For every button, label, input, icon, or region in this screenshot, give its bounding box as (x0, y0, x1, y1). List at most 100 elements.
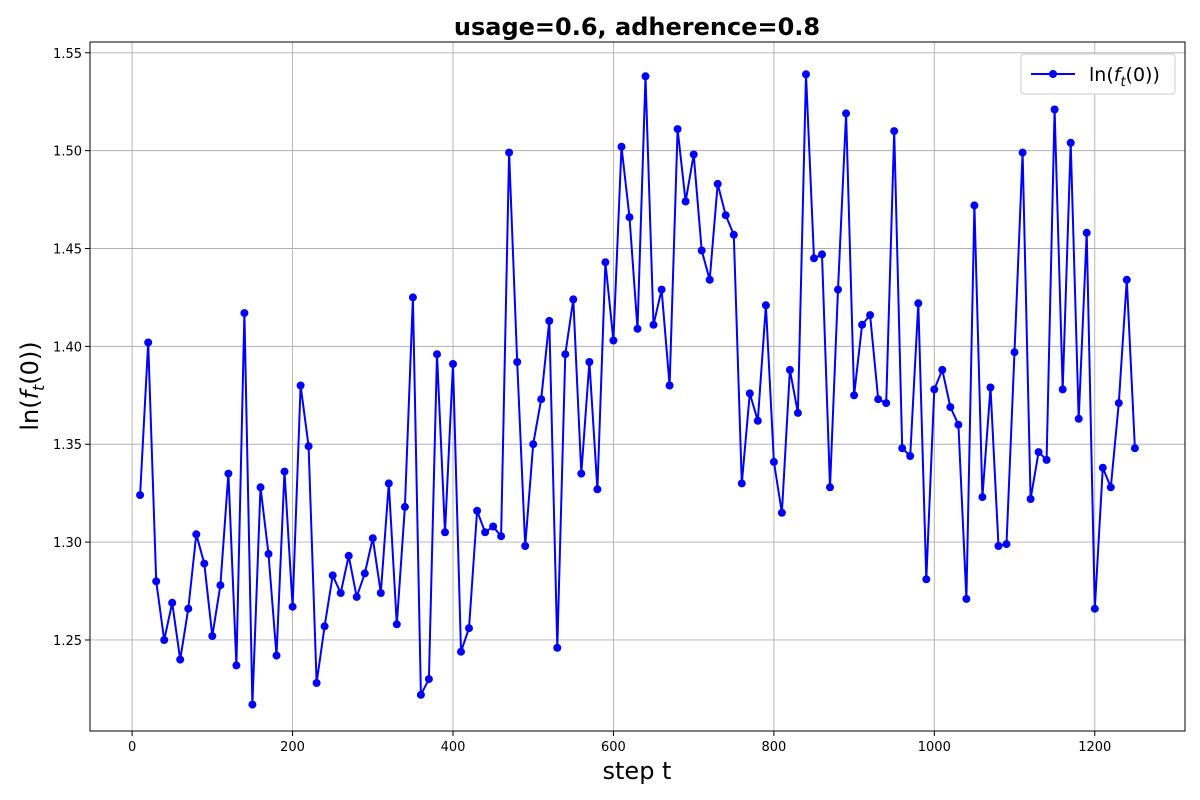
data-point (689, 150, 698, 159)
data-point (930, 385, 939, 394)
x-tick-label: 1000 (918, 740, 951, 755)
data-point (224, 469, 233, 478)
data-point (665, 381, 674, 390)
data-point (264, 549, 273, 558)
data-point (649, 320, 658, 329)
data-point (256, 483, 265, 492)
data-point (473, 506, 482, 515)
data-point (168, 598, 177, 607)
data-point (954, 420, 963, 429)
data-point (810, 254, 818, 263)
data-point (906, 452, 915, 460)
data-point (296, 381, 305, 390)
data-point (561, 350, 570, 359)
data-point (994, 542, 1003, 550)
data-point (400, 502, 409, 511)
data-point (1002, 540, 1011, 549)
data-point (457, 647, 465, 656)
data-point (537, 395, 546, 404)
data-point (553, 643, 562, 652)
data-point (344, 551, 353, 560)
data-point (1082, 228, 1091, 237)
data-point (1034, 448, 1043, 457)
x-tick-label: 200 (280, 740, 305, 755)
data-point (465, 624, 473, 633)
data-point (1090, 604, 1099, 613)
legend-marker-swatch (1049, 70, 1057, 78)
data-point (593, 485, 602, 494)
data-point (705, 275, 714, 284)
y-tick-label: 1.25 (53, 634, 82, 649)
data-point (1098, 463, 1107, 472)
data-point (336, 589, 345, 597)
data-point (601, 258, 610, 267)
plot-area-frame (89, 41, 1186, 732)
data-point (433, 350, 441, 359)
data-point (633, 324, 642, 333)
data-point (697, 246, 706, 255)
data-point (922, 575, 931, 584)
data-point (368, 534, 377, 543)
data-point (192, 530, 201, 539)
data-point (753, 416, 762, 425)
data-point (914, 299, 923, 308)
data-point (288, 602, 297, 611)
data-point (521, 542, 530, 550)
data-point (1050, 105, 1059, 114)
data-point (721, 211, 730, 220)
data-point (384, 479, 393, 488)
data-point (449, 360, 457, 368)
data-point (826, 483, 834, 492)
data-point (834, 285, 842, 294)
data-point (617, 142, 626, 151)
data-point (216, 581, 225, 590)
x-tick-label: 600 (601, 740, 626, 755)
data-point (545, 316, 554, 325)
data-point (625, 213, 634, 222)
data-point (1058, 385, 1067, 394)
series-layer (136, 70, 1139, 709)
data-point (529, 440, 538, 449)
data-point (1026, 495, 1035, 503)
y-tick-label: 1.35 (53, 438, 82, 453)
x-axis-label: step t (603, 757, 672, 785)
data-point (352, 592, 361, 601)
y-tick-label: 1.50 (53, 145, 82, 160)
data-point (585, 358, 594, 366)
data-point (272, 651, 281, 660)
data-point (769, 457, 778, 466)
data-point (144, 338, 153, 347)
axis-ticks: 0 200 400 600 800 1000 1200 1.25 1.30 1.35 1.40 1.4… (53, 47, 1111, 755)
data-point (657, 285, 666, 294)
data-point (424, 675, 433, 684)
data-point (569, 295, 578, 304)
data-point (489, 522, 498, 531)
data-point (713, 179, 722, 188)
data-point (946, 403, 955, 412)
data-point (441, 528, 449, 537)
data-point (986, 383, 995, 392)
data-point (280, 467, 289, 476)
data-point (858, 320, 867, 329)
data-point (866, 311, 875, 320)
legend-box (1020, 53, 1176, 95)
data-point (481, 528, 490, 537)
data-point (1018, 148, 1027, 157)
data-point (737, 479, 746, 488)
data-point (882, 399, 891, 408)
data-point (416, 690, 425, 699)
data-point (1010, 348, 1019, 357)
data-point (513, 358, 522, 366)
data-point (962, 594, 971, 603)
data-point (184, 604, 193, 613)
data-point (898, 444, 907, 453)
data-point (328, 571, 337, 580)
data-point (248, 700, 257, 709)
data-point (802, 70, 810, 79)
data-point (777, 508, 786, 517)
y-tick-label: 1.40 (53, 340, 82, 355)
data-point (152, 577, 161, 586)
data-point (497, 532, 506, 541)
data-point (1042, 455, 1051, 464)
